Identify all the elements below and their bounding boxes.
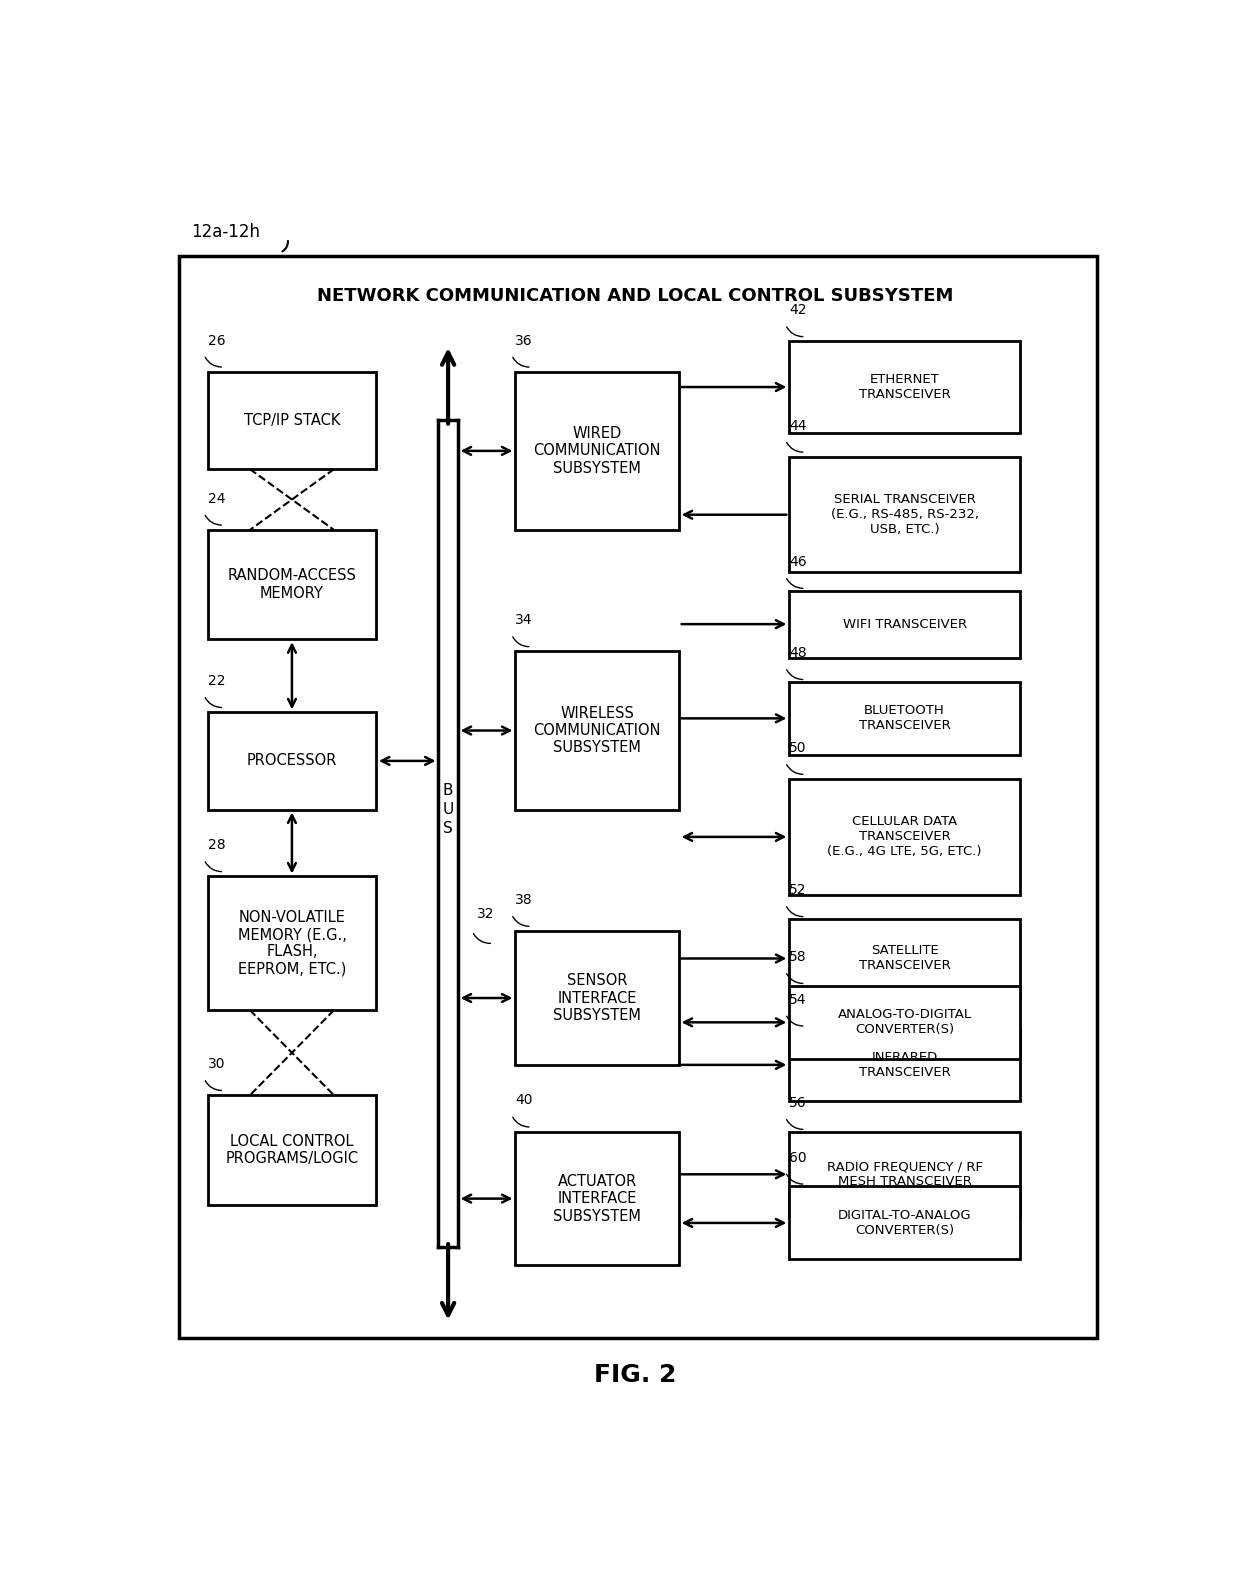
Text: 46: 46 [789, 554, 807, 568]
Text: RADIO FREQUENCY / RF
MESH TRANSCEIVER: RADIO FREQUENCY / RF MESH TRANSCEIVER [827, 1161, 982, 1189]
Bar [516, 652, 678, 810]
Text: 50: 50 [789, 741, 807, 755]
Bar [516, 373, 678, 531]
Text: SATELLITE
TRANSCEIVER: SATELLITE TRANSCEIVER [859, 944, 950, 973]
Text: BLUETOOTH
TRANSCEIVER: BLUETOOTH TRANSCEIVER [859, 704, 950, 733]
Bar [208, 876, 376, 1011]
Bar [789, 778, 1019, 895]
Text: 22: 22 [208, 674, 226, 688]
Bar [516, 932, 678, 1064]
Text: DIGITAL-TO-ANALOG
CONVERTER(S): DIGITAL-TO-ANALOG CONVERTER(S) [838, 1210, 971, 1236]
Text: NON-VOLATILE
MEMORY (E.G.,
FLASH,
EEPROM, ETC.): NON-VOLATILE MEMORY (E.G., FLASH, EEPROM… [238, 910, 346, 977]
Text: 36: 36 [516, 333, 533, 347]
Text: 28: 28 [208, 838, 226, 853]
Bar [789, 1186, 1019, 1260]
Text: 26: 26 [208, 333, 226, 347]
Text: WIFI TRANSCEIVER: WIFI TRANSCEIVER [842, 617, 967, 630]
Text: PROCESSOR: PROCESSOR [247, 753, 337, 769]
Text: 44: 44 [789, 418, 807, 433]
Text: 58: 58 [789, 951, 807, 963]
Text: 40: 40 [516, 1093, 533, 1107]
Text: NETWORK COMMUNICATION AND LOCAL CONTROL SUBSYSTEM: NETWORK COMMUNICATION AND LOCAL CONTROL … [317, 287, 954, 305]
Text: 30: 30 [208, 1056, 226, 1071]
Text: SERIAL TRANSCEIVER
(E.G., RS-485, RS-232,
USB, ETC.): SERIAL TRANSCEIVER (E.G., RS-485, RS-232… [831, 493, 978, 537]
Bar [789, 985, 1019, 1060]
Text: 56: 56 [789, 1096, 807, 1110]
Text: WIRED
COMMUNICATION
SUBSYSTEM: WIRED COMMUNICATION SUBSYSTEM [533, 426, 661, 475]
Bar [789, 1028, 1019, 1102]
Text: INFRARED
TRANSCEIVER: INFRARED TRANSCEIVER [859, 1052, 950, 1078]
Text: ACTUATOR
INTERFACE
SUBSYSTEM: ACTUATOR INTERFACE SUBSYSTEM [553, 1173, 641, 1224]
Bar [208, 1096, 376, 1205]
Text: 60: 60 [789, 1151, 807, 1165]
Bar [789, 456, 1019, 573]
Text: 34: 34 [516, 613, 533, 627]
Bar [516, 1132, 678, 1265]
Text: SENSOR
INTERFACE
SUBSYSTEM: SENSOR INTERFACE SUBSYSTEM [553, 973, 641, 1023]
Text: 52: 52 [789, 883, 807, 897]
Bar [789, 682, 1019, 755]
Text: 48: 48 [789, 646, 807, 660]
Text: ETHERNET
TRANSCEIVER: ETHERNET TRANSCEIVER [859, 373, 950, 401]
Bar [208, 373, 376, 469]
Text: 32: 32 [477, 908, 495, 922]
Text: LOCAL CONTROL
PROGRAMS/LOGIC: LOCAL CONTROL PROGRAMS/LOGIC [226, 1134, 358, 1167]
Text: FIG. 2: FIG. 2 [594, 1363, 677, 1386]
Text: CELLULAR DATA
TRANSCEIVER
(E.G., 4G LTE, 5G, ETC.): CELLULAR DATA TRANSCEIVER (E.G., 4G LTE,… [827, 815, 982, 859]
Text: B
U
S: B U S [443, 783, 454, 835]
Text: RANDOM-ACCESS
MEMORY: RANDOM-ACCESS MEMORY [227, 568, 356, 602]
Bar [789, 341, 1019, 433]
Text: 38: 38 [516, 892, 533, 906]
Bar [208, 712, 376, 810]
Text: 24: 24 [208, 491, 226, 505]
Bar [789, 591, 1019, 657]
Text: 42: 42 [789, 303, 807, 317]
Text: 54: 54 [789, 993, 807, 1006]
Text: 12a-12h: 12a-12h [191, 223, 260, 240]
Text: ANALOG-TO-DIGITAL
CONVERTER(S): ANALOG-TO-DIGITAL CONVERTER(S) [837, 1009, 972, 1036]
Bar [789, 1132, 1019, 1217]
Bar [439, 420, 458, 1247]
Text: TCP/IP STACK: TCP/IP STACK [244, 414, 340, 428]
Bar [789, 919, 1019, 998]
Text: WIRELESS
COMMUNICATION
SUBSYSTEM: WIRELESS COMMUNICATION SUBSYSTEM [533, 706, 661, 755]
Bar [208, 531, 376, 639]
Bar [179, 256, 1096, 1339]
